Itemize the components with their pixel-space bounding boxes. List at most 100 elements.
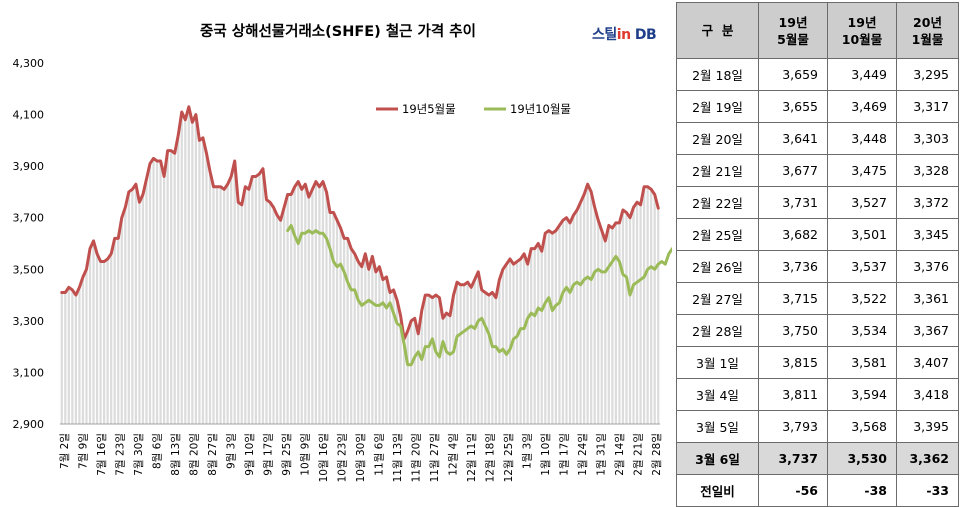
price-bar [505,264,508,424]
date-cell: 2월 22일 [676,186,759,219]
price-cell: 3,407 [896,346,959,379]
x-tick-label: 10월 16일 [317,433,330,482]
price-bar [110,253,113,424]
price-bar [99,261,102,424]
price-bar [547,230,550,424]
price-cell: 3,527 [827,186,897,219]
price-cell: 3,469 [827,90,897,123]
price-bar [60,292,63,424]
price-bar [219,186,222,424]
price-bar [501,269,505,424]
price-bar [353,253,356,424]
price-cell: 3,367 [896,314,959,347]
price-bar [364,253,367,424]
x-tick-label: 8월 27일 [206,433,219,476]
price-bar [568,222,572,424]
date-cell: 2월 19일 [676,90,759,123]
bars-layer [60,106,660,425]
price-bar [544,233,547,424]
price-cell: 3,793 [758,410,828,443]
chart-panel: 중국 상해선물거래소(SHFE) 철근 가격 추이 2,900 3,100 3,30… [12,22,672,483]
x-tick-label: 12월 25일 [502,433,515,482]
price-bar [402,338,406,424]
price-bar [533,248,536,424]
price-cell: 3,731 [758,186,828,219]
price-bar [332,212,335,424]
price-cell: 3,418 [896,378,959,411]
price-bar [155,160,159,425]
price-cell: 3,811 [758,378,828,411]
price-bar [124,207,127,424]
price-bar [646,186,649,424]
price-bar [367,269,370,424]
table-row: 2월 21일 3,677 3,475 3,328 [676,154,959,187]
price-bar [113,238,116,424]
price-cell: 3,376 [896,250,959,283]
legend-label-oct: 19년10월물 [510,102,571,116]
date-cell: 3월 1일 [676,346,759,379]
price-bar [540,251,543,424]
price-bar [170,150,173,425]
price-bar [215,186,219,424]
date-cell: 2월 20일 [676,122,759,155]
price-bar [201,137,205,424]
price-bar [208,171,212,424]
price-cell: 3,715 [758,282,828,315]
price-bar [657,208,660,424]
price-table: 구 분 19년 5월물 19년 10월물 20년 1월물 2월 18일 3,659… [676,2,959,507]
price-bar [614,222,618,424]
table-row: 2월 27일 3,715 3,522 3,361 [676,282,959,315]
price-bar [519,258,522,424]
price-bar [328,212,332,424]
price-cell: 3,641 [758,122,828,155]
price-bar [226,184,229,424]
price-bar [650,189,653,424]
price-bar [261,168,265,424]
price-cell: 3,736 [758,250,828,283]
y-tick-label: 3,100 [13,366,45,379]
price-bar [152,158,155,424]
price-bar [166,150,169,425]
price-bar [279,220,282,424]
price-bar [441,318,445,424]
price-cell: 3,449 [827,58,897,91]
x-tick-label: 11월 20일 [410,433,423,482]
price-bar [484,292,487,424]
x-tick-label: 1월 3일 [521,433,534,469]
table-row: 3월 1일 3,815 3,581 3,407 [676,346,959,379]
price-cell: 3,568 [827,410,897,443]
price-bar [381,279,385,424]
price-bar [205,153,208,424]
header-may: 19년 5월물 [758,2,828,59]
price-bar [244,186,247,424]
price-bar [508,258,512,424]
price-bar [420,310,423,424]
table-header-row: 구 분 19년 5월물 19년 10월물 20년 1월물 [676,2,959,59]
price-bar [628,217,632,424]
price-cell: -56 [758,474,828,507]
price-bar [325,191,328,424]
price-bar [92,240,95,424]
table-row: 2월 26일 3,736 3,537 3,376 [676,250,959,283]
price-bar [600,230,603,424]
date-cell: 3월 5일 [676,410,759,443]
price-bar [275,215,279,424]
price-bar [177,135,180,424]
price-bar [480,289,483,424]
price-bar [74,295,78,424]
price-cell: 3,581 [827,346,897,379]
table-row: 3월 5일 3,793 3,568 3,395 [676,410,959,443]
x-tick-label: 2월 14일 [613,433,626,476]
price-bar [342,238,346,424]
price-bar [64,292,67,424]
price-bar [307,197,310,424]
price-bar [184,119,187,424]
x-tick-label: 12월 4일 [447,433,460,476]
price-bar [233,160,236,425]
y-axis: 2,900 3,100 3,300 3,500 3,700 3,900 4,100 4,300 [13,57,660,431]
price-bar [81,277,85,424]
price-bar [335,220,339,424]
table-row: 2월 25일 3,682 3,501 3,345 [676,218,959,251]
price-bar [551,233,554,424]
price-cell: 3,682 [758,218,828,251]
